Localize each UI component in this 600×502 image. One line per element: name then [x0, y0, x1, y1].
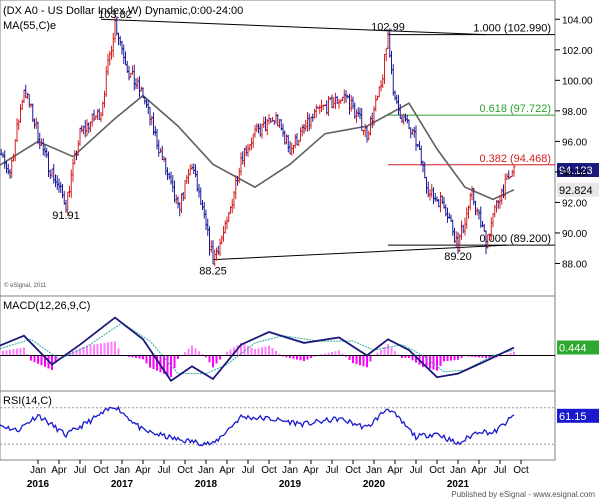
macd-panel-title: MACD(12,26,9,C)	[3, 300, 90, 312]
price-annotation: 102.99	[371, 22, 405, 34]
month-label: Jan	[450, 465, 466, 476]
price-ytick-label: 98.00	[562, 107, 587, 118]
rsi-panel: RSI(14,C) 61.15	[0, 390, 599, 461]
price-ytick-label: 90.00	[562, 229, 587, 240]
month-label: Jul	[326, 465, 339, 476]
year-label: 2020	[363, 479, 386, 490]
month-label: Jul	[410, 465, 423, 476]
price-ytick-label: 96.00	[562, 137, 587, 148]
price-annotation: 89.20	[444, 251, 472, 263]
macd-last-value: 0.444	[559, 342, 587, 354]
year-label: 2021	[447, 479, 470, 490]
month-label: Apr	[219, 465, 235, 476]
price-ytick-label: 92.00	[562, 198, 587, 209]
price-ytick-label: 104.00	[562, 15, 593, 26]
trend-line	[100, 18, 487, 36]
price-ytick-label: 102.00	[562, 46, 593, 57]
year-label: 2018	[195, 479, 218, 490]
price-panel: (DX A0 - US Dollar Index,W) Dynamic,0:00…	[0, 0, 599, 297]
month-label: Oct	[261, 465, 277, 476]
year-label: 2017	[111, 479, 134, 490]
rsi-line	[0, 405, 515, 447]
month-label: Jan	[114, 465, 130, 476]
ma-value-label-box	[557, 182, 599, 197]
price-annotation: 91.91	[52, 210, 80, 222]
month-label: Jul	[158, 465, 171, 476]
month-label: Jan	[198, 465, 214, 476]
year-label: 2019	[279, 479, 302, 490]
year-label: 2016	[27, 479, 50, 490]
price-ytick-label: 100.00	[562, 76, 593, 87]
macd-signal-line	[0, 322, 515, 375]
time-axis: Jan Apr Jul Oct Jan Apr Jul Oct Jan Apr Jul Oct Jan A…	[0, 459, 555, 490]
fib-level-label: 0.618 (97.722)	[479, 103, 551, 115]
month-label: Apr	[387, 465, 403, 476]
fib-level-label: 0.382 (94.468)	[479, 153, 551, 165]
ma55-line	[0, 94, 515, 201]
rsi-panel-title: RSI(14,C)	[3, 395, 52, 407]
last-price-label: 94.123	[559, 165, 593, 177]
publisher-footer: Published by eSignal - www.esignal.com	[451, 490, 595, 499]
last-price-label-box	[557, 163, 599, 178]
ma-indicator-label: MA(55,C)e	[3, 20, 56, 32]
month-label: Apr	[303, 465, 319, 476]
month-label: Apr	[51, 465, 67, 476]
rsi-last-value: 61.15	[559, 411, 587, 423]
ma-value-label: 92.824	[559, 185, 593, 197]
month-label: Oct	[429, 465, 445, 476]
rsi-last-value-box	[557, 408, 599, 423]
month-label: Oct	[93, 465, 109, 476]
macd-line	[0, 316, 515, 383]
month-label: Jan	[366, 465, 382, 476]
month-label: Apr	[471, 465, 487, 476]
month-label: Jul	[242, 465, 255, 476]
macd-panel: MACD(12,26,9,C) 0.444	[0, 295, 599, 392]
month-label: Jan	[30, 465, 46, 476]
month-label: Jul	[74, 465, 87, 476]
price-ytick-label: 88.00	[562, 259, 587, 270]
month-label: Jul	[494, 465, 507, 476]
price-ytick-label: 94.00	[562, 168, 587, 179]
macd-last-value-box	[557, 340, 599, 355]
month-label: Apr	[135, 465, 151, 476]
price-annotation: 88.25	[199, 266, 227, 278]
fib-level-label: 1.000 (102.990)	[473, 23, 551, 35]
month-label: Oct	[177, 465, 193, 476]
price-chart-title: (DX A0 - US Dollar Index,W) Dynamic,0:00…	[3, 5, 243, 17]
fib-level-label: 0.000 (89.200)	[479, 233, 551, 245]
esignal-watermark: © eSignal, 2011	[4, 282, 47, 289]
month-label: Jan	[282, 465, 298, 476]
month-label: Oct	[345, 465, 361, 476]
month-label: Oct	[513, 465, 529, 476]
price-annotation: 103.82	[98, 9, 132, 21]
